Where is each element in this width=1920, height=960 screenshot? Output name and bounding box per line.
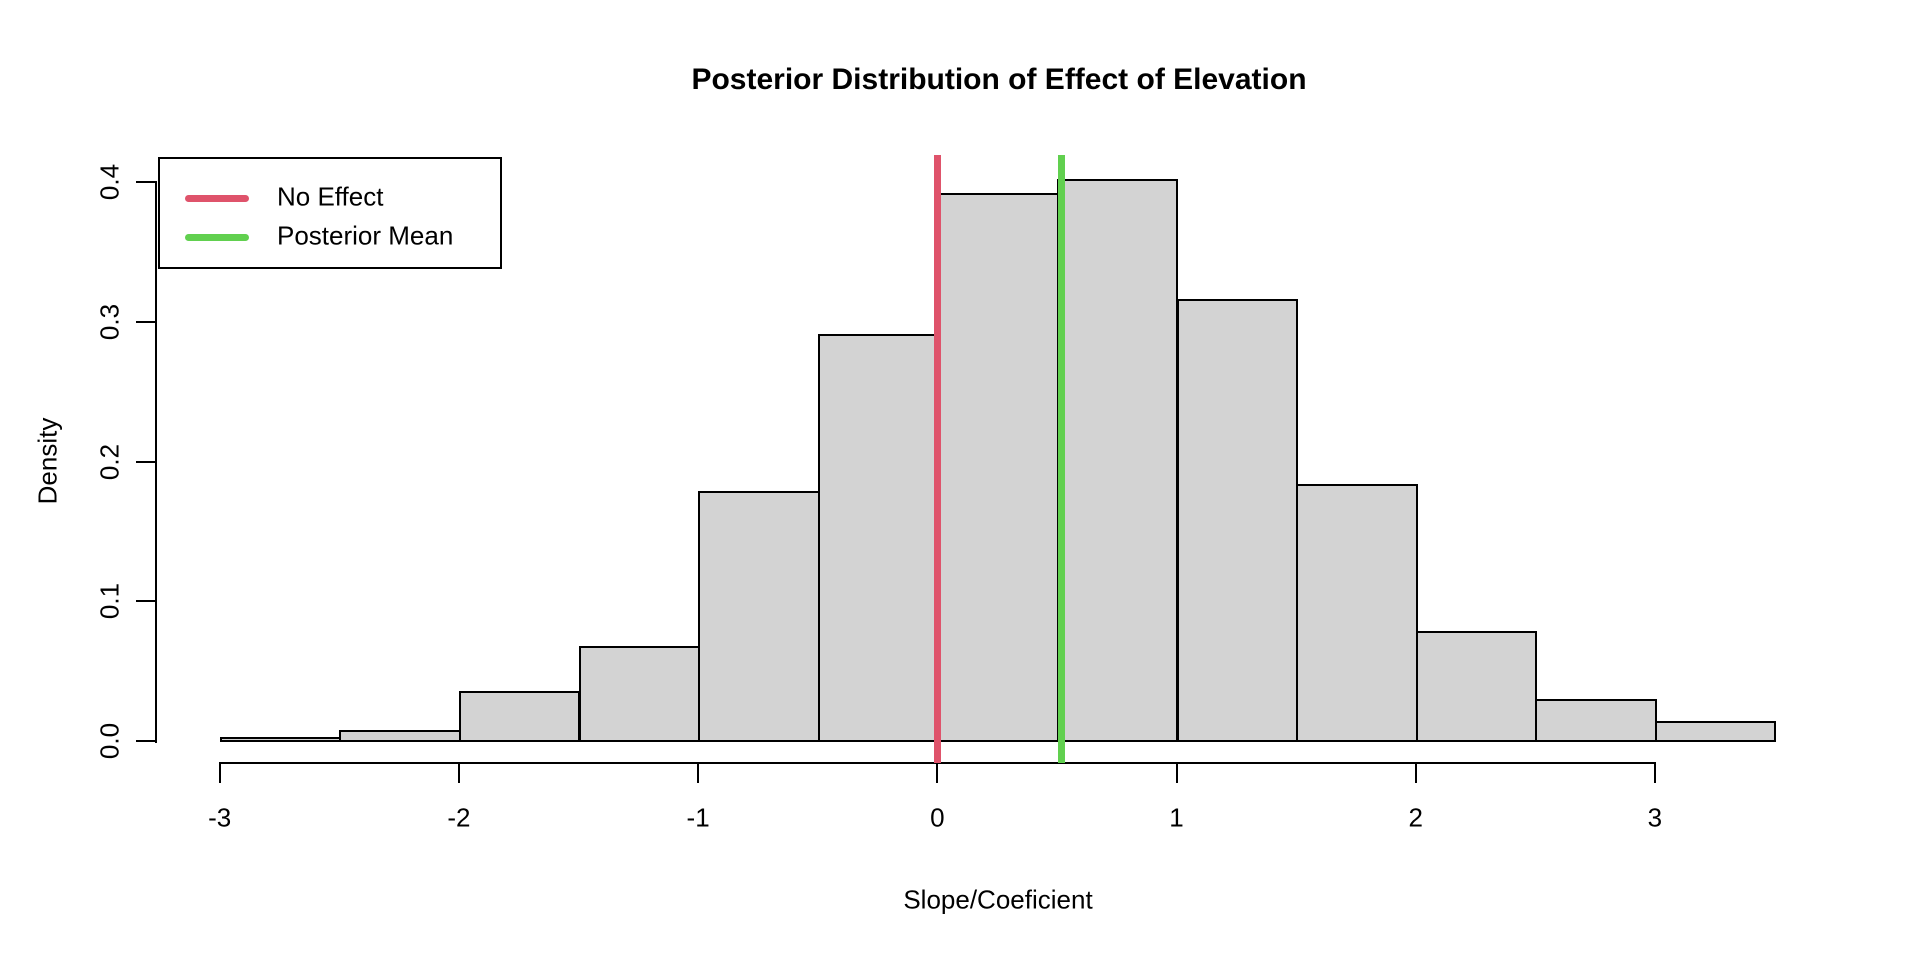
x-tick-label: 1 bbox=[1169, 802, 1184, 833]
legend-entry-label: Posterior Mean bbox=[277, 220, 454, 251]
x-axis-tick bbox=[1175, 762, 1178, 783]
x-tick-label: 3 bbox=[1647, 802, 1663, 833]
y-axis-tick bbox=[136, 460, 157, 463]
x-axis-tick bbox=[697, 762, 700, 783]
chart-title: Posterior Distribution of Effect of Elev… bbox=[691, 63, 1307, 96]
histogram-bar bbox=[1176, 299, 1299, 742]
x-axis-label: Slope/Coeficient bbox=[903, 884, 1093, 915]
histogram-bar bbox=[1296, 483, 1418, 742]
histogram-bar bbox=[458, 690, 581, 742]
histogram-bar bbox=[1056, 179, 1179, 742]
histogram-bar bbox=[1654, 721, 1777, 742]
histogram-bar bbox=[698, 490, 820, 742]
y-tick-label: 0.3 bbox=[94, 303, 125, 340]
histogram-bar bbox=[339, 729, 461, 742]
histogram-bar bbox=[219, 736, 342, 742]
no-effect-line bbox=[933, 155, 941, 763]
histogram-bar bbox=[1535, 699, 1657, 742]
histogram-bar bbox=[578, 646, 701, 742]
y-tick-label: 0.4 bbox=[94, 163, 125, 201]
histogram-bar bbox=[937, 193, 1059, 742]
x-tick-label: -2 bbox=[447, 802, 471, 833]
x-tick-label: -3 bbox=[208, 802, 232, 833]
y-axis-tick bbox=[136, 181, 157, 183]
y-axis-line bbox=[155, 182, 157, 743]
x-tick-label: 0 bbox=[930, 802, 945, 833]
x-axis-tick bbox=[936, 762, 939, 783]
histogram-bar bbox=[1415, 630, 1538, 742]
legend-line-swatch bbox=[185, 195, 249, 202]
y-axis-label: Density bbox=[32, 417, 63, 505]
legend: No Effect Posterior Mean bbox=[158, 157, 502, 269]
y-tick-label: 0.0 bbox=[94, 722, 125, 760]
histogram-bar bbox=[817, 334, 940, 742]
legend-entry-label: No Effect bbox=[277, 181, 384, 212]
x-axis-tick bbox=[1653, 762, 1656, 783]
x-axis-tick bbox=[218, 762, 221, 783]
y-tick-label: 0.1 bbox=[94, 583, 125, 620]
y-axis-tick bbox=[136, 740, 157, 742]
x-tick-label: 2 bbox=[1408, 802, 1423, 833]
x-axis-tick bbox=[1414, 762, 1417, 783]
y-axis-tick bbox=[136, 600, 157, 603]
posterior-mean-line bbox=[1058, 155, 1066, 763]
y-tick-label: 0.2 bbox=[94, 443, 125, 480]
x-tick-label: -1 bbox=[686, 802, 710, 833]
x-axis-tick bbox=[457, 762, 460, 783]
legend-line-swatch bbox=[185, 234, 249, 241]
y-axis-tick bbox=[136, 320, 157, 323]
